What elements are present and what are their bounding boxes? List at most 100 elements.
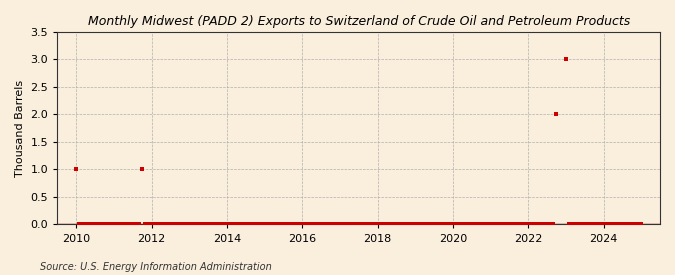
Point xyxy=(80,222,91,227)
Point xyxy=(406,222,417,227)
Point xyxy=(328,222,339,227)
Point xyxy=(92,222,103,227)
Point xyxy=(121,222,132,227)
Point xyxy=(548,222,559,227)
Point xyxy=(159,222,169,227)
Point xyxy=(385,222,396,227)
Point xyxy=(221,222,232,227)
Point xyxy=(472,222,483,227)
Point xyxy=(457,222,468,227)
Point xyxy=(479,222,489,227)
Point xyxy=(306,222,317,227)
Point xyxy=(448,222,458,227)
Point xyxy=(400,222,411,227)
Point xyxy=(181,222,192,227)
Point xyxy=(432,222,443,227)
Point xyxy=(227,222,238,227)
Point xyxy=(560,57,571,62)
Point xyxy=(313,222,323,227)
Point xyxy=(460,222,470,227)
Point xyxy=(71,167,82,172)
Point xyxy=(394,222,405,227)
Point xyxy=(579,222,590,227)
Point xyxy=(105,222,116,227)
Point xyxy=(316,222,327,227)
Point xyxy=(193,222,204,227)
Point xyxy=(497,222,508,227)
Point xyxy=(529,222,540,227)
Point xyxy=(522,222,533,227)
Point xyxy=(598,222,609,227)
Point xyxy=(485,222,496,227)
Point xyxy=(520,222,531,227)
Point xyxy=(564,222,574,227)
Point xyxy=(539,222,549,227)
Point xyxy=(630,222,641,227)
Point xyxy=(362,222,373,227)
Point xyxy=(375,222,386,227)
Point xyxy=(338,222,348,227)
Point xyxy=(184,222,194,227)
Point xyxy=(278,222,289,227)
Point xyxy=(617,222,628,227)
Point xyxy=(234,222,245,227)
Point xyxy=(77,222,88,227)
Point xyxy=(149,222,160,227)
Point xyxy=(153,222,163,227)
Point xyxy=(165,222,176,227)
Point xyxy=(309,222,320,227)
Point xyxy=(244,222,254,227)
Point xyxy=(592,222,603,227)
Point xyxy=(551,112,562,117)
Point xyxy=(595,222,605,227)
Point xyxy=(102,222,113,227)
Point xyxy=(516,222,527,227)
Point xyxy=(111,222,122,227)
Point xyxy=(397,222,408,227)
Point xyxy=(231,222,242,227)
Point xyxy=(294,222,304,227)
Point xyxy=(381,222,392,227)
Point xyxy=(423,222,433,227)
Point xyxy=(200,222,211,227)
Point xyxy=(482,222,493,227)
Point xyxy=(118,222,129,227)
Point xyxy=(341,222,352,227)
Point xyxy=(202,222,213,227)
Point xyxy=(136,167,147,172)
Point xyxy=(589,222,599,227)
Point xyxy=(218,222,229,227)
Point xyxy=(356,222,367,227)
Point xyxy=(353,222,364,227)
Point xyxy=(124,222,135,227)
Point xyxy=(514,222,524,227)
Point xyxy=(96,222,107,227)
Point xyxy=(388,222,399,227)
Point xyxy=(322,222,333,227)
Y-axis label: Thousand Barrels: Thousand Barrels xyxy=(15,80,25,177)
Point xyxy=(567,222,578,227)
Point xyxy=(162,222,173,227)
Point xyxy=(510,222,521,227)
Point xyxy=(344,222,354,227)
Point xyxy=(507,222,518,227)
Point xyxy=(130,222,141,227)
Point xyxy=(303,222,314,227)
Point xyxy=(360,222,371,227)
Point xyxy=(583,222,593,227)
Point xyxy=(435,222,446,227)
Point xyxy=(253,222,264,227)
Point xyxy=(347,222,358,227)
Point xyxy=(450,222,461,227)
Point xyxy=(416,222,427,227)
Point xyxy=(334,222,345,227)
Point xyxy=(168,222,179,227)
Point xyxy=(623,222,634,227)
Point xyxy=(573,222,584,227)
Point xyxy=(620,222,631,227)
Point xyxy=(325,222,336,227)
Point xyxy=(488,222,499,227)
Point xyxy=(196,222,207,227)
Title: Monthly Midwest (PADD 2) Exports to Switzerland of Crude Oil and Petroleum Produ: Monthly Midwest (PADD 2) Exports to Swit… xyxy=(88,15,630,28)
Point xyxy=(134,222,144,227)
